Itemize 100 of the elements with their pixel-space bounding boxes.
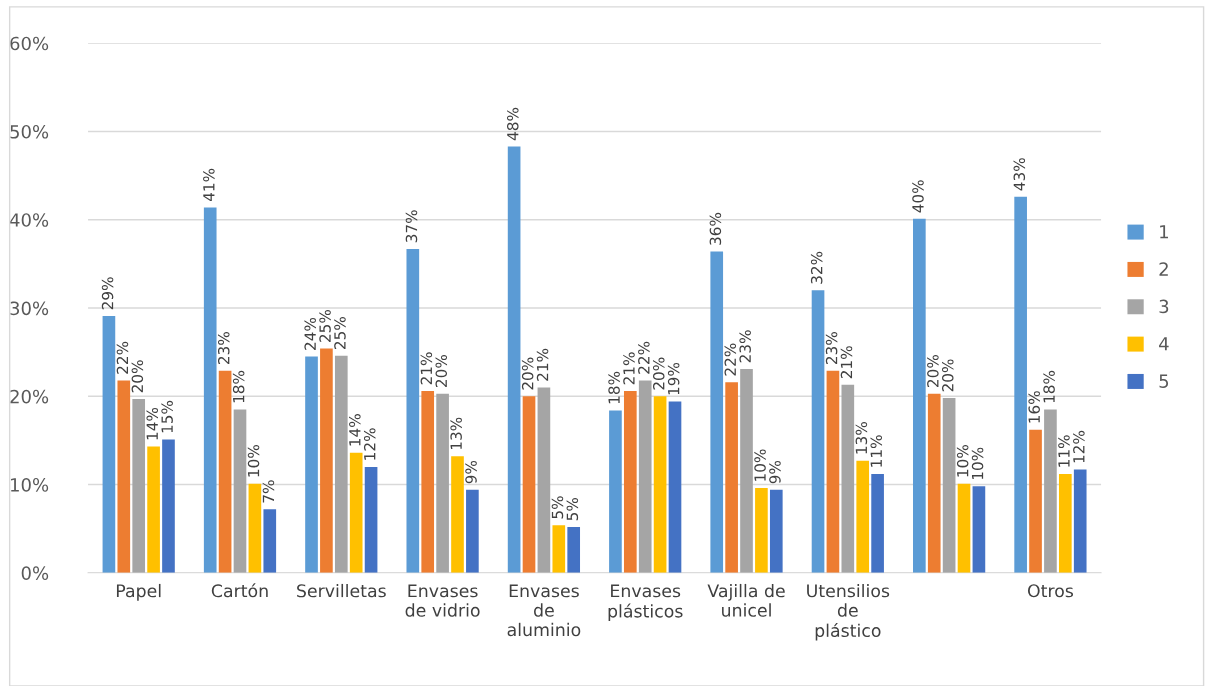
bar [1044, 409, 1057, 573]
x-tick-label: Envases de vidrio [405, 584, 480, 617]
legend-label: 4 [1159, 337, 1169, 351]
data-label: 20% [942, 359, 954, 392]
data-label: 22% [116, 341, 129, 374]
bar [638, 380, 652, 573]
bar [162, 439, 175, 573]
bar [972, 486, 986, 573]
data-label: 20% [521, 357, 534, 390]
bar [942, 398, 956, 573]
y-tick-label: 50% [10, 124, 49, 139]
data-label: 12% [363, 428, 376, 460]
y-tick-label: 10% [11, 478, 49, 492]
data-label: 21% [840, 346, 853, 379]
y-tick-label: 40% [9, 213, 49, 227]
bar [740, 368, 753, 573]
bar [218, 370, 232, 573]
data-label: 21% [420, 352, 433, 385]
data-label: 20% [435, 354, 448, 387]
legend-label: 5 [1159, 374, 1169, 388]
y-tick-label: 30% [10, 301, 49, 316]
data-label: 20% [652, 357, 665, 390]
bar [668, 401, 682, 573]
data-label: 13% [855, 422, 868, 454]
data-label: 5% [566, 497, 579, 521]
data-label: 10% [956, 444, 969, 477]
bar [623, 390, 637, 573]
bar [609, 410, 622, 573]
x-tick-label: Servilletas [297, 583, 386, 598]
data-label: 40% [912, 180, 924, 213]
data-label: 10% [754, 449, 766, 481]
bar [567, 526, 581, 573]
data-label: 37% [405, 210, 418, 243]
x-tick-label: Otros [1027, 584, 1074, 598]
data-label: 20% [131, 360, 144, 393]
data-label: 32% [810, 251, 823, 284]
bar [769, 489, 783, 573]
data-label: 18% [608, 371, 620, 404]
bar [841, 384, 855, 573]
data-label: 12% [1073, 430, 1085, 463]
bar [364, 466, 378, 573]
data-label: 22% [638, 341, 650, 374]
data-label: 18% [1043, 370, 1055, 403]
bar [927, 393, 941, 573]
bar [653, 396, 667, 573]
data-label: 13% [450, 417, 462, 450]
data-label: 23% [217, 332, 230, 365]
data-label: 21% [536, 348, 549, 381]
bar [147, 446, 160, 573]
data-label: 22% [724, 343, 737, 376]
bar [1029, 429, 1042, 573]
data-label: 9% [769, 460, 781, 484]
bar [1014, 196, 1027, 573]
legend-label: 2 [1159, 262, 1168, 276]
data-label: 7% [262, 480, 275, 503]
x-tick-label: Utensilios de plástico [807, 583, 890, 641]
data-label: 23% [825, 332, 838, 365]
y-tick-label: 0% [21, 566, 49, 580]
bar [537, 387, 551, 573]
data-label: 21% [623, 352, 635, 385]
bar [233, 409, 247, 573]
bar [349, 452, 363, 573]
bar [507, 146, 521, 573]
data-label: 10% [247, 444, 260, 477]
data-label: 48% [507, 107, 519, 141]
x-tick-label: Papel [116, 583, 161, 601]
data-label: 18% [232, 370, 245, 403]
data-label: 20% [927, 354, 939, 387]
x-tick-label: Envases de aluminio [507, 584, 581, 637]
bar [1058, 473, 1072, 573]
bar [871, 473, 884, 573]
bar [725, 382, 738, 573]
data-label: 14% [349, 414, 361, 446]
bar [856, 460, 870, 573]
bar [203, 207, 217, 573]
data-label: 9% [465, 460, 477, 484]
y-tick-label: 60% [10, 36, 49, 51]
data-label: 5% [551, 496, 564, 519]
data-label: 11% [870, 435, 883, 467]
bar [552, 525, 566, 573]
bar [451, 456, 464, 573]
bar [406, 248, 420, 573]
legend-label: 1 [1160, 225, 1168, 239]
bar [913, 218, 926, 573]
bar [957, 483, 971, 573]
bar [263, 509, 277, 573]
data-label: 23% [739, 330, 751, 363]
bar [248, 483, 262, 573]
x-tick-label: Envases plásticos [608, 584, 683, 621]
data-label: 14% [146, 407, 159, 440]
bar [710, 251, 724, 573]
legend-label: 3 [1159, 299, 1169, 314]
data-label: 36% [709, 212, 722, 245]
bar [320, 348, 333, 573]
bar [811, 290, 825, 573]
data-label: 15% [161, 400, 173, 433]
y-tick-label: 20% [10, 389, 49, 404]
data-label: 25% [334, 317, 346, 349]
x-tick-label: Cartón [211, 583, 268, 598]
bar [466, 489, 479, 573]
